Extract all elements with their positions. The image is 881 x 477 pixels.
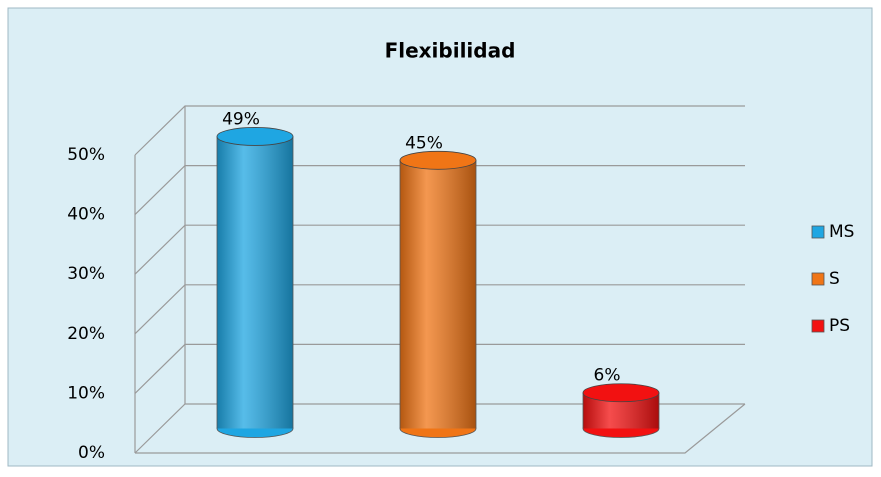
bar-top [216, 127, 294, 146]
floor [135, 403, 746, 454]
data-label: 45% [405, 133, 443, 153]
grid-line [134, 165, 745, 216]
y-tick-label: 30% [67, 264, 105, 284]
bar-shading [400, 160, 476, 429]
legend-label: MS [829, 222, 854, 242]
y-tick-label: 0% [78, 443, 105, 463]
bar-shading [217, 136, 293, 429]
chart-title: Flexibilidad [385, 39, 516, 63]
legend-swatch [811, 272, 825, 286]
legend-label: S [829, 269, 840, 289]
grid-line [134, 224, 745, 275]
grid-line [134, 105, 745, 156]
bar-top [399, 150, 477, 170]
legend-swatch [811, 225, 825, 239]
y-tick-label: 20% [67, 324, 105, 344]
y-tick-label: 50% [67, 145, 105, 165]
y-tick-label: 40% [67, 205, 105, 225]
bar-top [582, 383, 660, 403]
grid-line [134, 284, 745, 335]
grid-line [134, 403, 745, 454]
legend-swatch [811, 319, 825, 333]
grid-line [134, 343, 745, 394]
data-label: 49% [222, 109, 260, 129]
y-tick-label: 10% [67, 383, 105, 403]
legend-label: PS [829, 316, 850, 336]
data-label: 6% [594, 366, 621, 386]
